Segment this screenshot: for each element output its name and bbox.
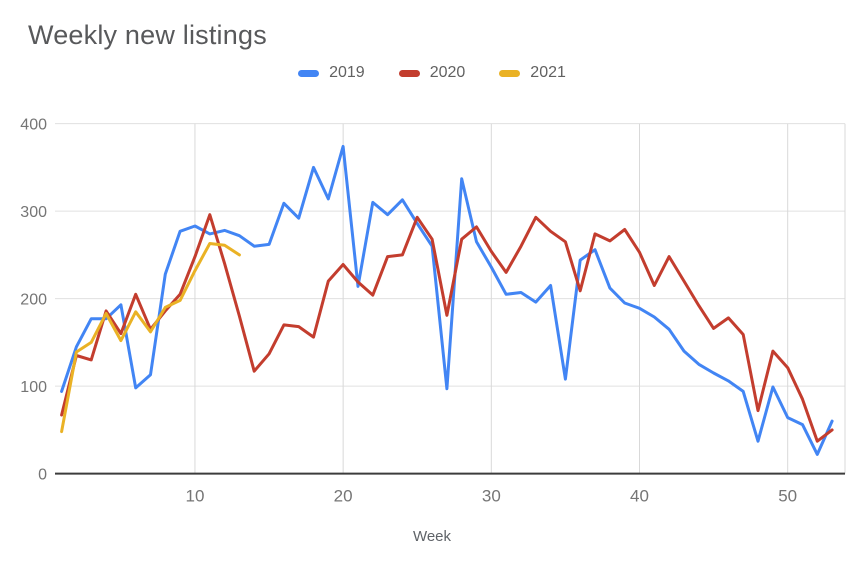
y-tick-label: 200 bbox=[20, 292, 47, 309]
x-tick-label: 50 bbox=[778, 487, 797, 506]
legend-label-2021: 2021 bbox=[530, 64, 566, 81]
legend-item-2021[interactable]: 2021 bbox=[499, 64, 566, 82]
y-tick-label: 300 bbox=[20, 204, 47, 221]
legend-swatch-2021 bbox=[499, 69, 521, 77]
legend-swatch-2019 bbox=[298, 69, 320, 77]
chart-legend: 2019 2020 2021 bbox=[0, 64, 864, 82]
x-tick-label: 20 bbox=[334, 487, 353, 506]
y-tick-label: 0 bbox=[38, 467, 47, 484]
x-tick-label: 10 bbox=[186, 487, 205, 506]
legend-swatch-2020 bbox=[398, 69, 420, 77]
x-tick-label: 40 bbox=[630, 487, 649, 506]
legend-label-2019: 2019 bbox=[329, 64, 365, 81]
legend-item-2019[interactable]: 2019 bbox=[298, 64, 365, 82]
chart-title: Weekly new listings bbox=[28, 20, 267, 50]
series-line-2021[interactable] bbox=[60, 242, 241, 434]
y-tick-label: 100 bbox=[20, 379, 47, 396]
x-axis-title: Week bbox=[412, 528, 452, 545]
series-line-2019[interactable] bbox=[60, 144, 834, 456]
legend-label-2020: 2020 bbox=[429, 64, 466, 81]
y-tick-label: 400 bbox=[20, 117, 47, 134]
x-tick-label: 30 bbox=[482, 487, 501, 506]
series-line-2020[interactable] bbox=[60, 213, 834, 443]
legend-item-2020[interactable]: 2020 bbox=[398, 64, 466, 82]
